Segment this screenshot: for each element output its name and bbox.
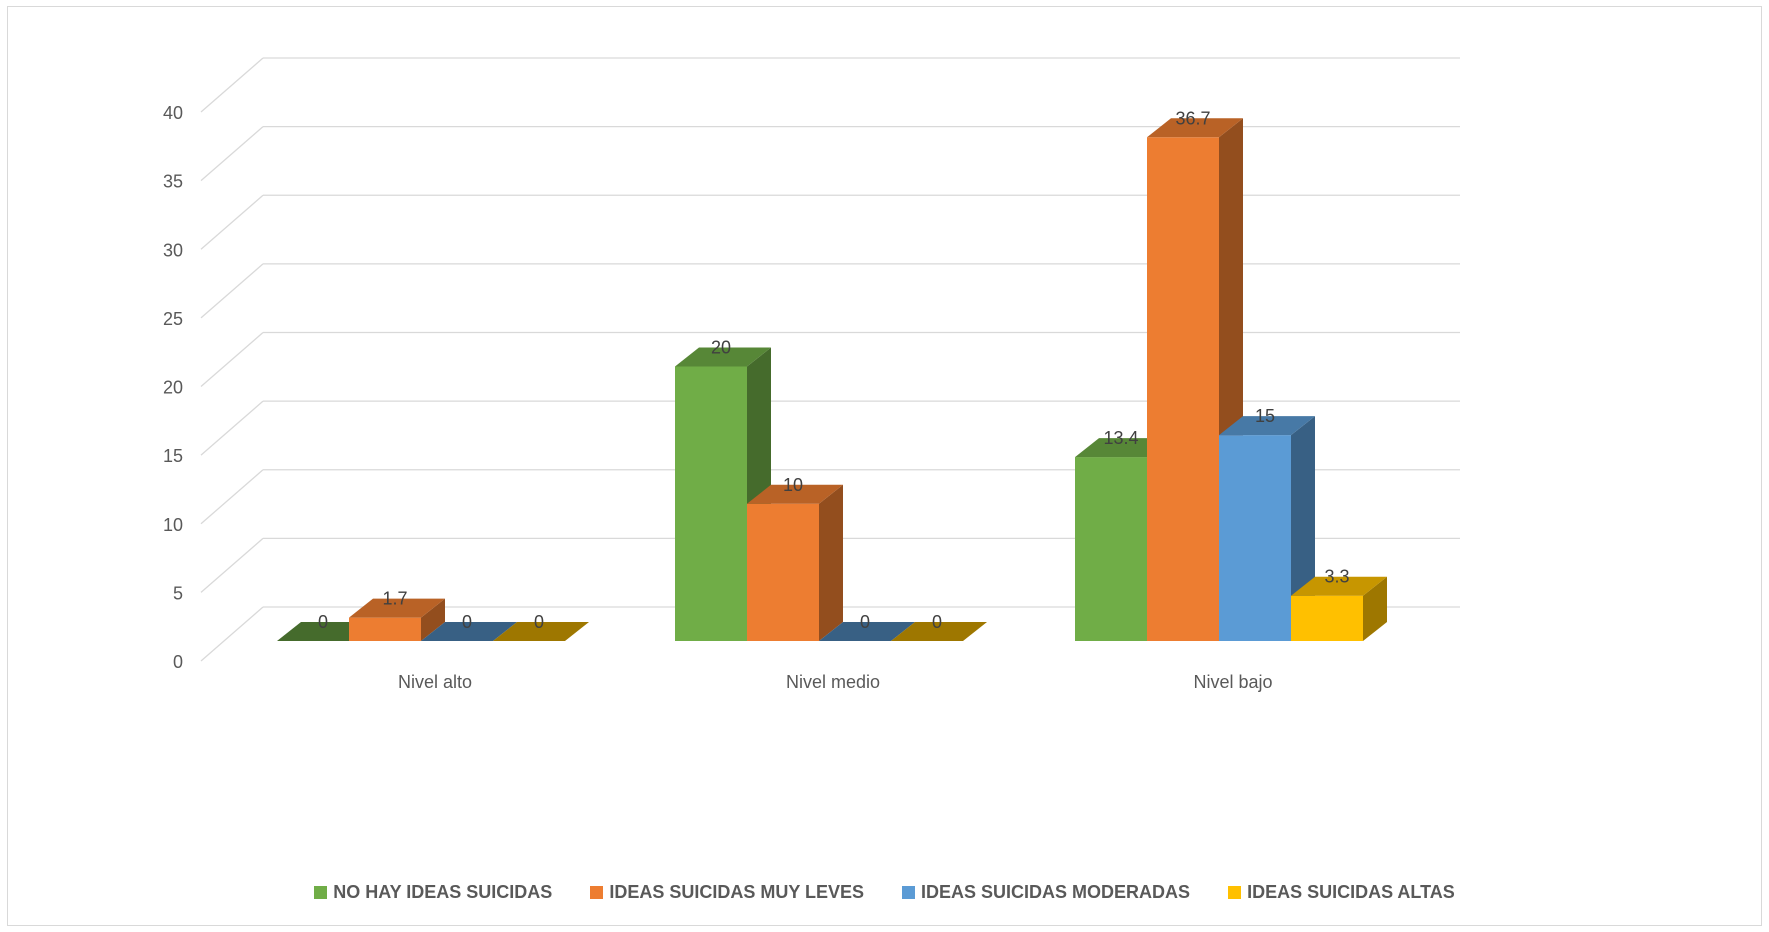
data-label: 10	[783, 475, 803, 495]
bar-nivel-alto-ideas-suicidas-muy-leves-side	[421, 598, 445, 641]
bar-nivel-medio-no-hay-ideas-suicidas-top	[675, 347, 771, 367]
bar-nivel-medio-ideas-suicidas-muy-leves	[747, 503, 819, 641]
bar-nivel-medio-ideas-suicidas-muy-leves-top	[747, 484, 843, 504]
bar-nivel-medio-ideas-suicidas-moderadas-top	[819, 622, 915, 641]
x-tick-label: Nivel medio	[786, 672, 880, 692]
x-tick-label: Nivel alto	[398, 672, 472, 692]
bar-nivel-bajo-ideas-suicidas-altas	[1291, 595, 1363, 641]
data-label: 0	[534, 612, 544, 632]
gridline-side	[200, 469, 264, 525]
bar-nivel-bajo-ideas-suicidas-moderadas	[1219, 435, 1291, 641]
gridline-side	[200, 263, 264, 319]
bar-nivel-bajo-ideas-suicidas-muy-leves	[1147, 137, 1219, 642]
data-label: 3.3	[1324, 567, 1349, 587]
bar-nivel-bajo-no-hay-ideas-suicidas	[1075, 457, 1147, 641]
gridline-side	[200, 537, 264, 593]
legend-item-no-hay-ideas-suicidas: NO HAY IDEAS SUICIDAS	[314, 882, 552, 903]
bar-nivel-medio-ideas-suicidas-altas-top	[891, 622, 987, 641]
y-tick-label: 35	[163, 172, 183, 192]
chart-legend: NO HAY IDEAS SUICIDAS IDEAS SUICIDAS MUY…	[0, 882, 1769, 903]
data-label: 15	[1255, 406, 1275, 426]
legend-label: IDEAS SUICIDAS ALTAS	[1247, 882, 1455, 902]
data-label: 20	[711, 338, 731, 358]
legend-swatch	[1228, 886, 1242, 899]
gridline-side	[200, 332, 264, 387]
y-tick-label: 20	[163, 378, 183, 398]
bar-nivel-bajo-ideas-suicidas-altas-top	[1291, 576, 1387, 596]
y-tick-label: 30	[163, 240, 183, 260]
gridline-side	[200, 194, 264, 250]
legend-swatch	[590, 886, 604, 899]
y-tick-label: 5	[173, 583, 183, 603]
gridline-side	[200, 126, 264, 182]
data-label: 0	[462, 612, 472, 632]
legend-item-ideas-suicidas-altas: IDEAS SUICIDAS ALTAS	[1228, 882, 1455, 903]
x-tick-label: Nivel bajo	[1193, 672, 1272, 692]
legend-swatch	[902, 886, 916, 899]
gridline-side	[200, 400, 264, 456]
bar-nivel-alto-ideas-suicidas-muy-leves	[349, 617, 421, 641]
y-tick-label: 15	[163, 446, 183, 466]
data-label: 0	[318, 612, 328, 632]
bar-nivel-alto-ideas-suicidas-altas-top	[493, 622, 589, 641]
y-tick-label: 40	[163, 103, 183, 123]
data-label: 0	[860, 612, 870, 632]
legend-item-ideas-suicidas-moderadas: IDEAS SUICIDAS MODERADAS	[902, 882, 1190, 903]
gridline-side	[200, 606, 264, 662]
bar-nivel-medio-no-hay-ideas-suicidas	[675, 366, 747, 641]
legend-swatch	[314, 886, 328, 899]
data-label: 0	[932, 612, 942, 632]
bar-nivel-medio-ideas-suicidas-muy-leves-side	[819, 484, 843, 641]
bar-nivel-bajo-ideas-suicidas-moderadas-top	[1219, 416, 1315, 436]
gridline-side	[200, 57, 264, 113]
bar-nivel-bajo-ideas-suicidas-altas-side	[1363, 576, 1387, 641]
bar-nivel-alto-ideas-suicidas-moderadas-top	[421, 622, 517, 641]
legend-label: IDEAS SUICIDAS MODERADAS	[921, 882, 1191, 902]
bar-nivel-alto-ideas-suicidas-muy-leves-top	[349, 598, 445, 618]
y-tick-label: 10	[163, 515, 183, 535]
y-tick-label: 25	[163, 309, 183, 329]
bar-nivel-bajo-ideas-suicidas-muy-leves-top	[1147, 118, 1243, 138]
data-label: 1.7	[382, 589, 407, 609]
legend-item-ideas-suicidas-muy-leves: IDEAS SUICIDAS MUY LEVES	[590, 882, 864, 903]
legend-label: NO HAY IDEAS SUICIDAS	[333, 882, 553, 902]
data-label: 36.7	[1175, 108, 1210, 128]
y-tick-label: 0	[173, 652, 183, 672]
data-label: 13.4	[1103, 428, 1138, 448]
chart-frame	[7, 6, 1762, 926]
legend-label: IDEAS SUICIDAS MUY LEVES	[609, 882, 865, 902]
